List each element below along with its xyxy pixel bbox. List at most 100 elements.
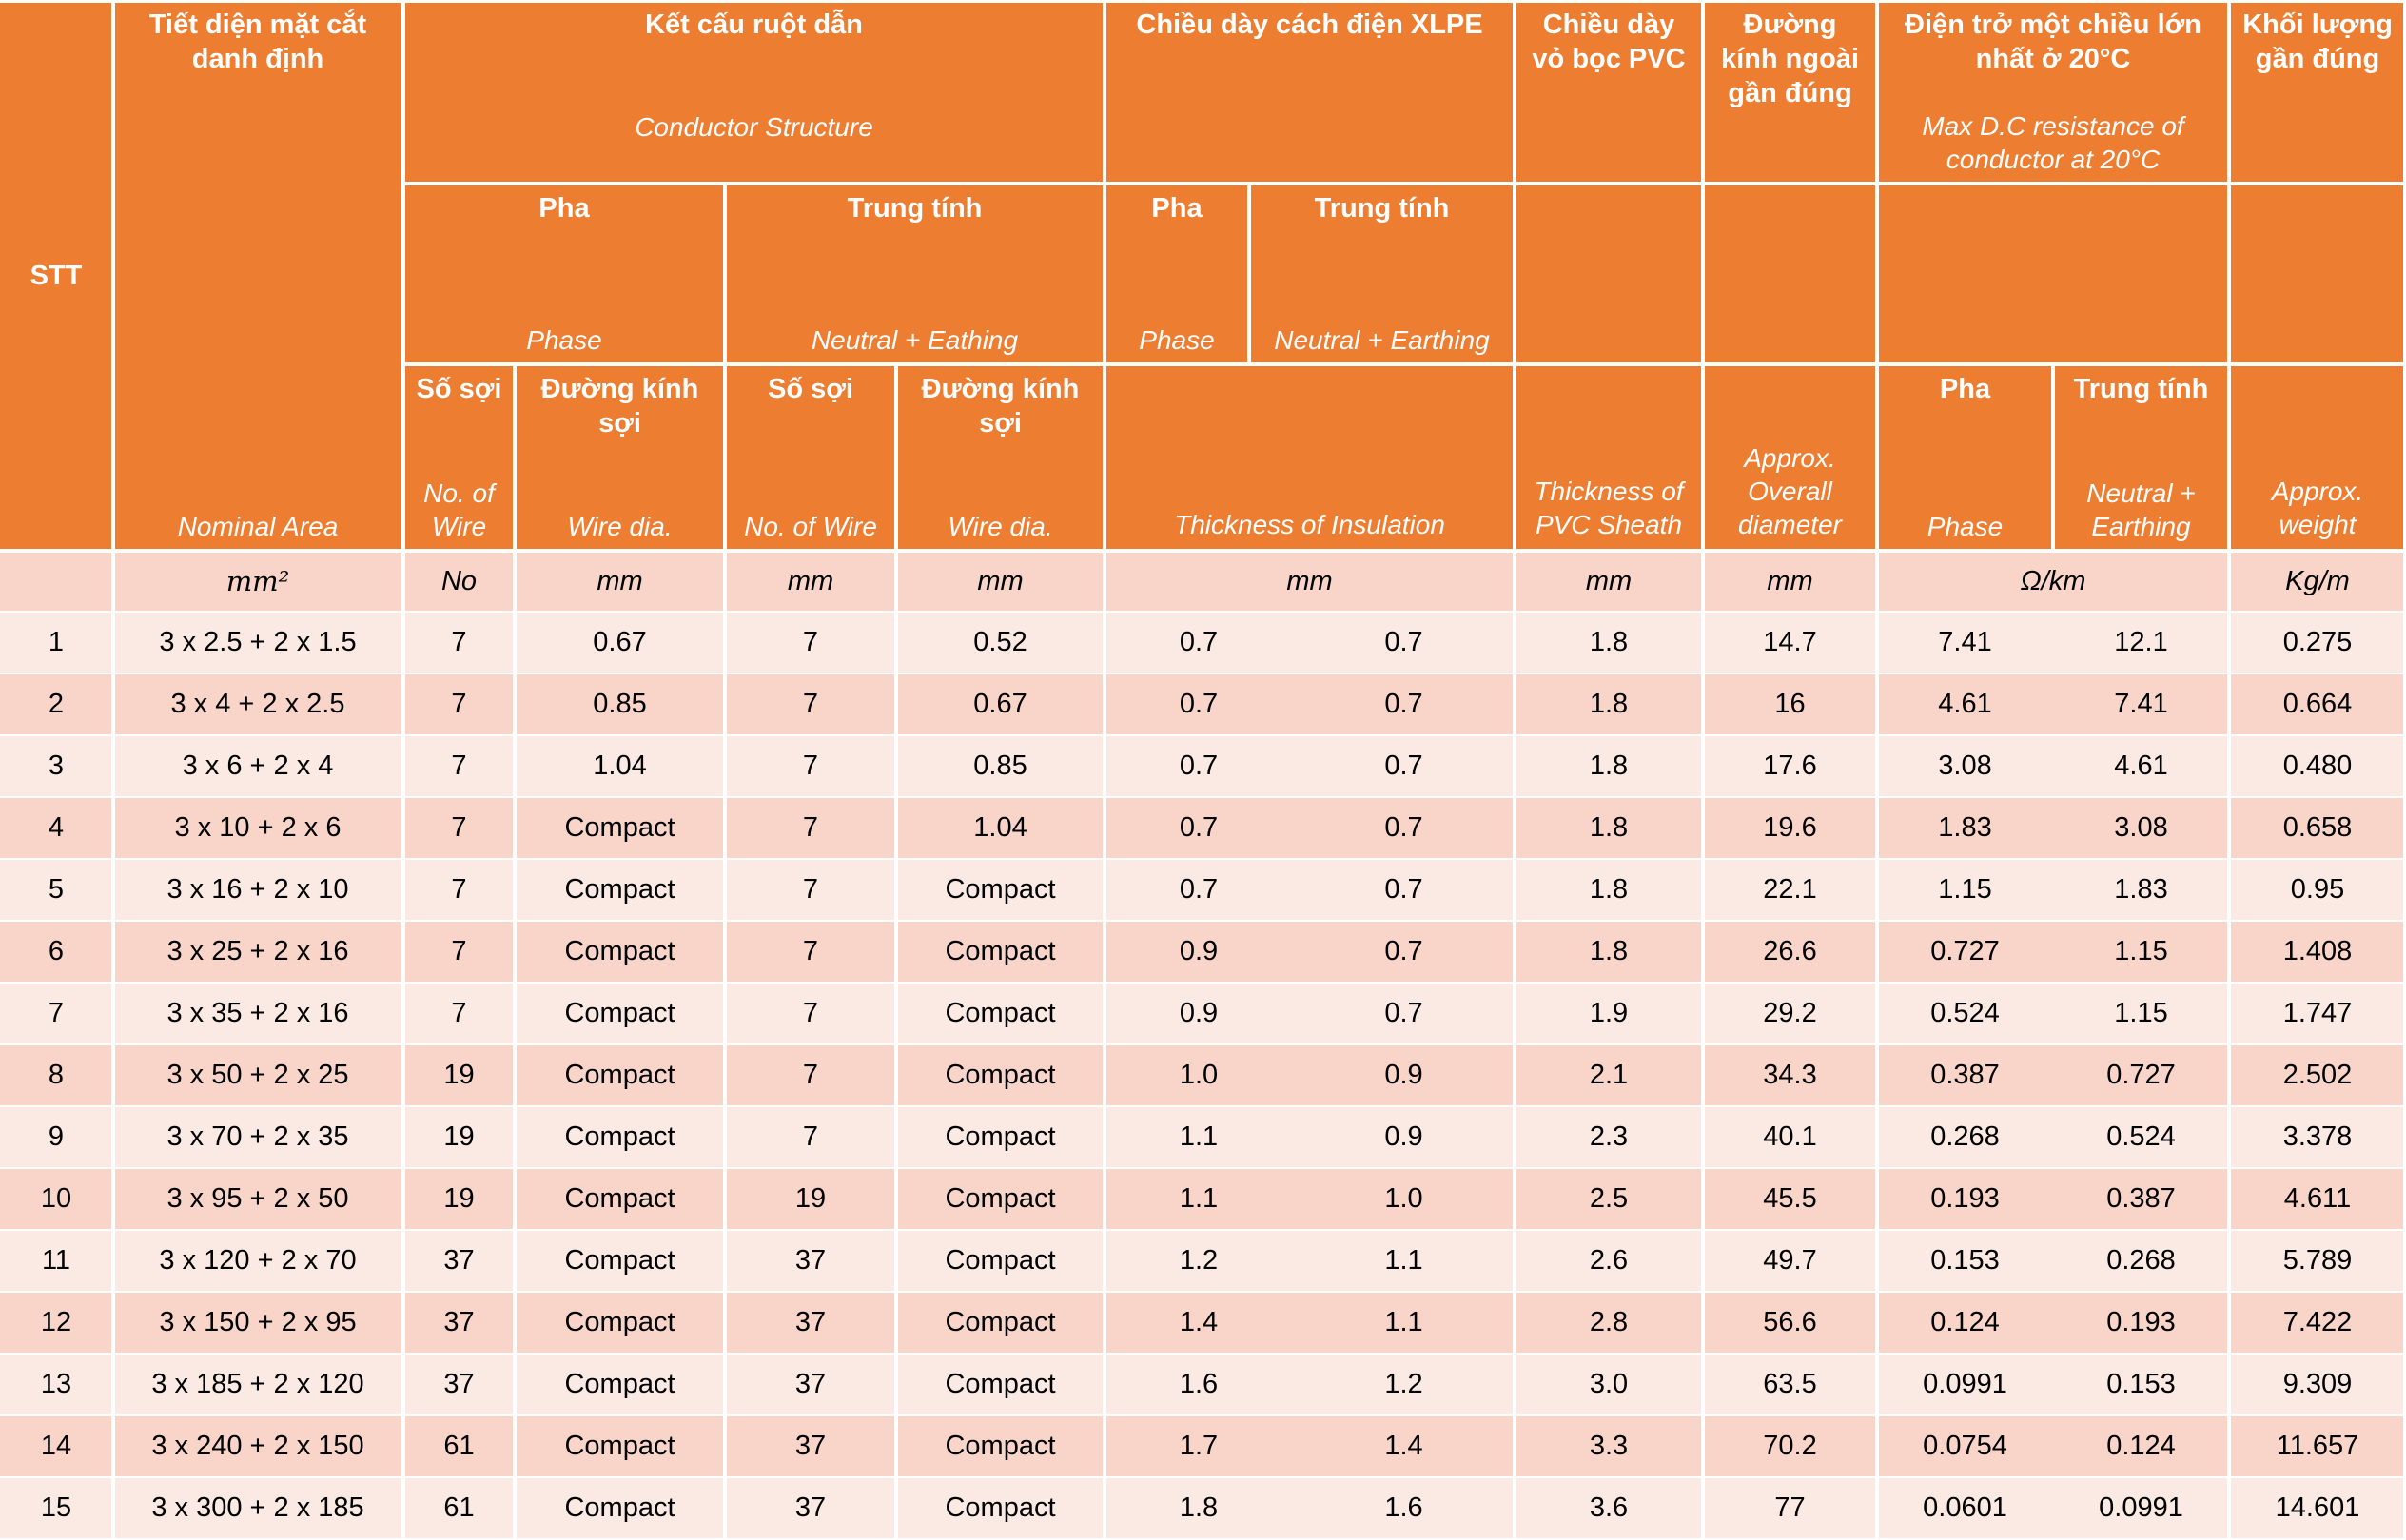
cell-phase-num-wire: 7: [451, 751, 467, 781]
cell-sheath: 1.8: [1589, 874, 1629, 905]
cell-neutral-num-wire: 7: [802, 1060, 819, 1090]
cell-nominal-area: 3 x 120 + 2 x 70: [159, 1245, 357, 1276]
cell-resistance-neutral: 7.41: [2114, 689, 2168, 719]
header-weight-en: Approx. weight: [2271, 477, 2364, 539]
header-conductor-en: Conductor Structure: [635, 112, 873, 142]
cell-sheath: 1.8: [1589, 689, 1629, 719]
header-resistance-mid: [1877, 184, 2229, 364]
cell-insulation-phase: 0.7: [1179, 751, 1219, 781]
header-resistance-neutral: Trung tính Neutral + Earthing: [2053, 364, 2229, 551]
header-diameter-vi: Đường kính ngoài gần đúng: [1721, 10, 1859, 108]
cell-resistance-neutral: 0.387: [2106, 1183, 2176, 1214]
cell-resistance-phase: 0.0991: [1923, 1369, 2007, 1399]
gridline: [1875, 0, 1879, 1540]
header-sheath-en: Thickness of PVC Sheath: [1534, 477, 1684, 539]
cell-neutral-wire-dia: 0.85: [973, 751, 1027, 781]
header-nominal-area-vi: Tiết diện mặt cắt danh định: [148, 10, 367, 74]
header-insulation-neutral-vi: Trung tính: [1314, 193, 1450, 224]
cell-neutral-num-wire: 37: [794, 1245, 827, 1276]
cell-resistance-phase: 7.41: [1938, 627, 1992, 657]
cell-resistance-phase: 0.153: [1930, 1245, 2000, 1276]
cell-insulation-phase: 1.0: [1179, 1060, 1219, 1090]
cell-phase-num-wire: 19: [443, 1121, 475, 1152]
table-row: [0, 1292, 2406, 1354]
cell-diameter: 56.6: [1763, 1307, 1817, 1337]
cell-neutral-num-wire: 7: [802, 998, 819, 1028]
cell-insulation-neutral: 1.4: [1384, 1431, 1423, 1461]
cell-resistance-neutral: 0.268: [2106, 1245, 2176, 1276]
cell-insulation-neutral: 0.9: [1384, 1060, 1423, 1090]
gridline: [0, 673, 2406, 674]
cell-phase-wire-dia: Compact: [564, 874, 675, 905]
cell-nominal-area: 3 x 35 + 2 x 16: [166, 998, 349, 1028]
header-stt: STT: [0, 0, 112, 551]
gridline: [0, 1291, 2406, 1293]
cell-nominal-area: 3 x 6 + 2 x 4: [182, 751, 334, 781]
cell-diameter: 16: [1774, 689, 1806, 719]
cell-insulation-phase: 1.6: [1179, 1369, 1219, 1399]
unit-diameter: mm: [1703, 551, 1877, 612]
cell-weight: 5.789: [2282, 1245, 2353, 1276]
cell-stt: 14: [40, 1431, 72, 1461]
cell-resistance-neutral: 0.727: [2106, 1060, 2176, 1090]
header-nominal-area-en: Nominal Area: [177, 512, 339, 541]
cell-neutral-num-wire: 7: [802, 689, 819, 719]
unit-neutral-dia-label: mm: [977, 565, 1024, 596]
cell-insulation-phase: 1.8: [1179, 1492, 1219, 1523]
cell-diameter: 49.7: [1763, 1245, 1817, 1276]
gridline: [403, 182, 2406, 185]
cell-resistance-phase: 0.0754: [1923, 1431, 2007, 1461]
cell-neutral-wire-dia: Compact: [945, 1492, 1056, 1523]
cell-phase-wire-dia: 0.85: [593, 689, 647, 719]
cell-stt: 1: [48, 627, 65, 657]
cell-insulation-neutral: 0.7: [1384, 751, 1423, 781]
cell-insulation-neutral: 1.1: [1384, 1307, 1423, 1337]
cell-resistance-neutral: 1.15: [2114, 998, 2168, 1028]
cell-phase-num-wire: 19: [443, 1060, 475, 1090]
cell-insulation-phase: 0.7: [1179, 812, 1219, 843]
cell-weight: 0.480: [2282, 751, 2353, 781]
cell-neutral-wire-dia: Compact: [945, 1183, 1056, 1214]
cell-insulation-phase: 0.7: [1179, 689, 1219, 719]
header-weight-en-cell: Approx. weight: [2229, 364, 2406, 551]
header-diameter-mid: [1703, 184, 1877, 364]
cell-neutral-wire-dia: Compact: [945, 1369, 1056, 1399]
gridline: [0, 920, 2406, 922]
cell-neutral-num-wire: 7: [802, 936, 819, 966]
gridline: [0, 0, 2406, 3]
header-neutral-wire-dia: Đường kính sợi Wire dia.: [896, 364, 1105, 551]
unit-weight-label: Kg/m: [2285, 565, 2350, 596]
unit-sheath-label: mm: [1585, 565, 1633, 596]
header-stt-label: STT: [29, 260, 83, 291]
cell-neutral-wire-dia: Compact: [945, 998, 1056, 1028]
header-insulation-en: Thickness of Insulation: [1174, 510, 1445, 539]
cell-nominal-area: 3 x 4 + 2 x 2.5: [170, 689, 345, 719]
cell-insulation-neutral: 1.0: [1384, 1183, 1423, 1214]
cell-resistance-neutral: 0.0991: [2099, 1492, 2183, 1523]
unit-area: mm²: [112, 551, 403, 612]
cell-stt: 5: [48, 874, 65, 905]
header-insulation-vi: Chiều dày cách điện XLPE: [1136, 10, 1483, 40]
gridline: [0, 982, 2406, 984]
cell-sheath: 1.9: [1589, 998, 1629, 1028]
header-insulation-phase-vi: Pha: [1151, 193, 1203, 224]
table-row: [0, 1354, 2406, 1415]
gridline: [0, 1043, 2406, 1045]
header-neutral-num-wire-en: No. of Wire: [744, 512, 877, 541]
cell-phase-wire-dia: Compact: [564, 1492, 675, 1523]
unit-diameter-label: mm: [1767, 565, 1813, 596]
gridline: [0, 796, 2406, 798]
cell-insulation-phase: 0.9: [1179, 998, 1219, 1028]
gridline: [723, 184, 727, 1540]
table-row: [0, 859, 2406, 921]
cell-insulation-phase: 1.7: [1179, 1431, 1219, 1461]
unit-phase-dia: mm: [515, 551, 725, 612]
table-row: [0, 1106, 2406, 1168]
cell-neutral-num-wire: 7: [802, 812, 819, 843]
cell-phase-wire-dia: Compact: [564, 1307, 675, 1337]
cell-stt: 7: [48, 998, 65, 1028]
cell-sheath: 3.0: [1589, 1369, 1629, 1399]
cell-diameter: 14.7: [1763, 627, 1817, 657]
gridline: [0, 1538, 2406, 1540]
